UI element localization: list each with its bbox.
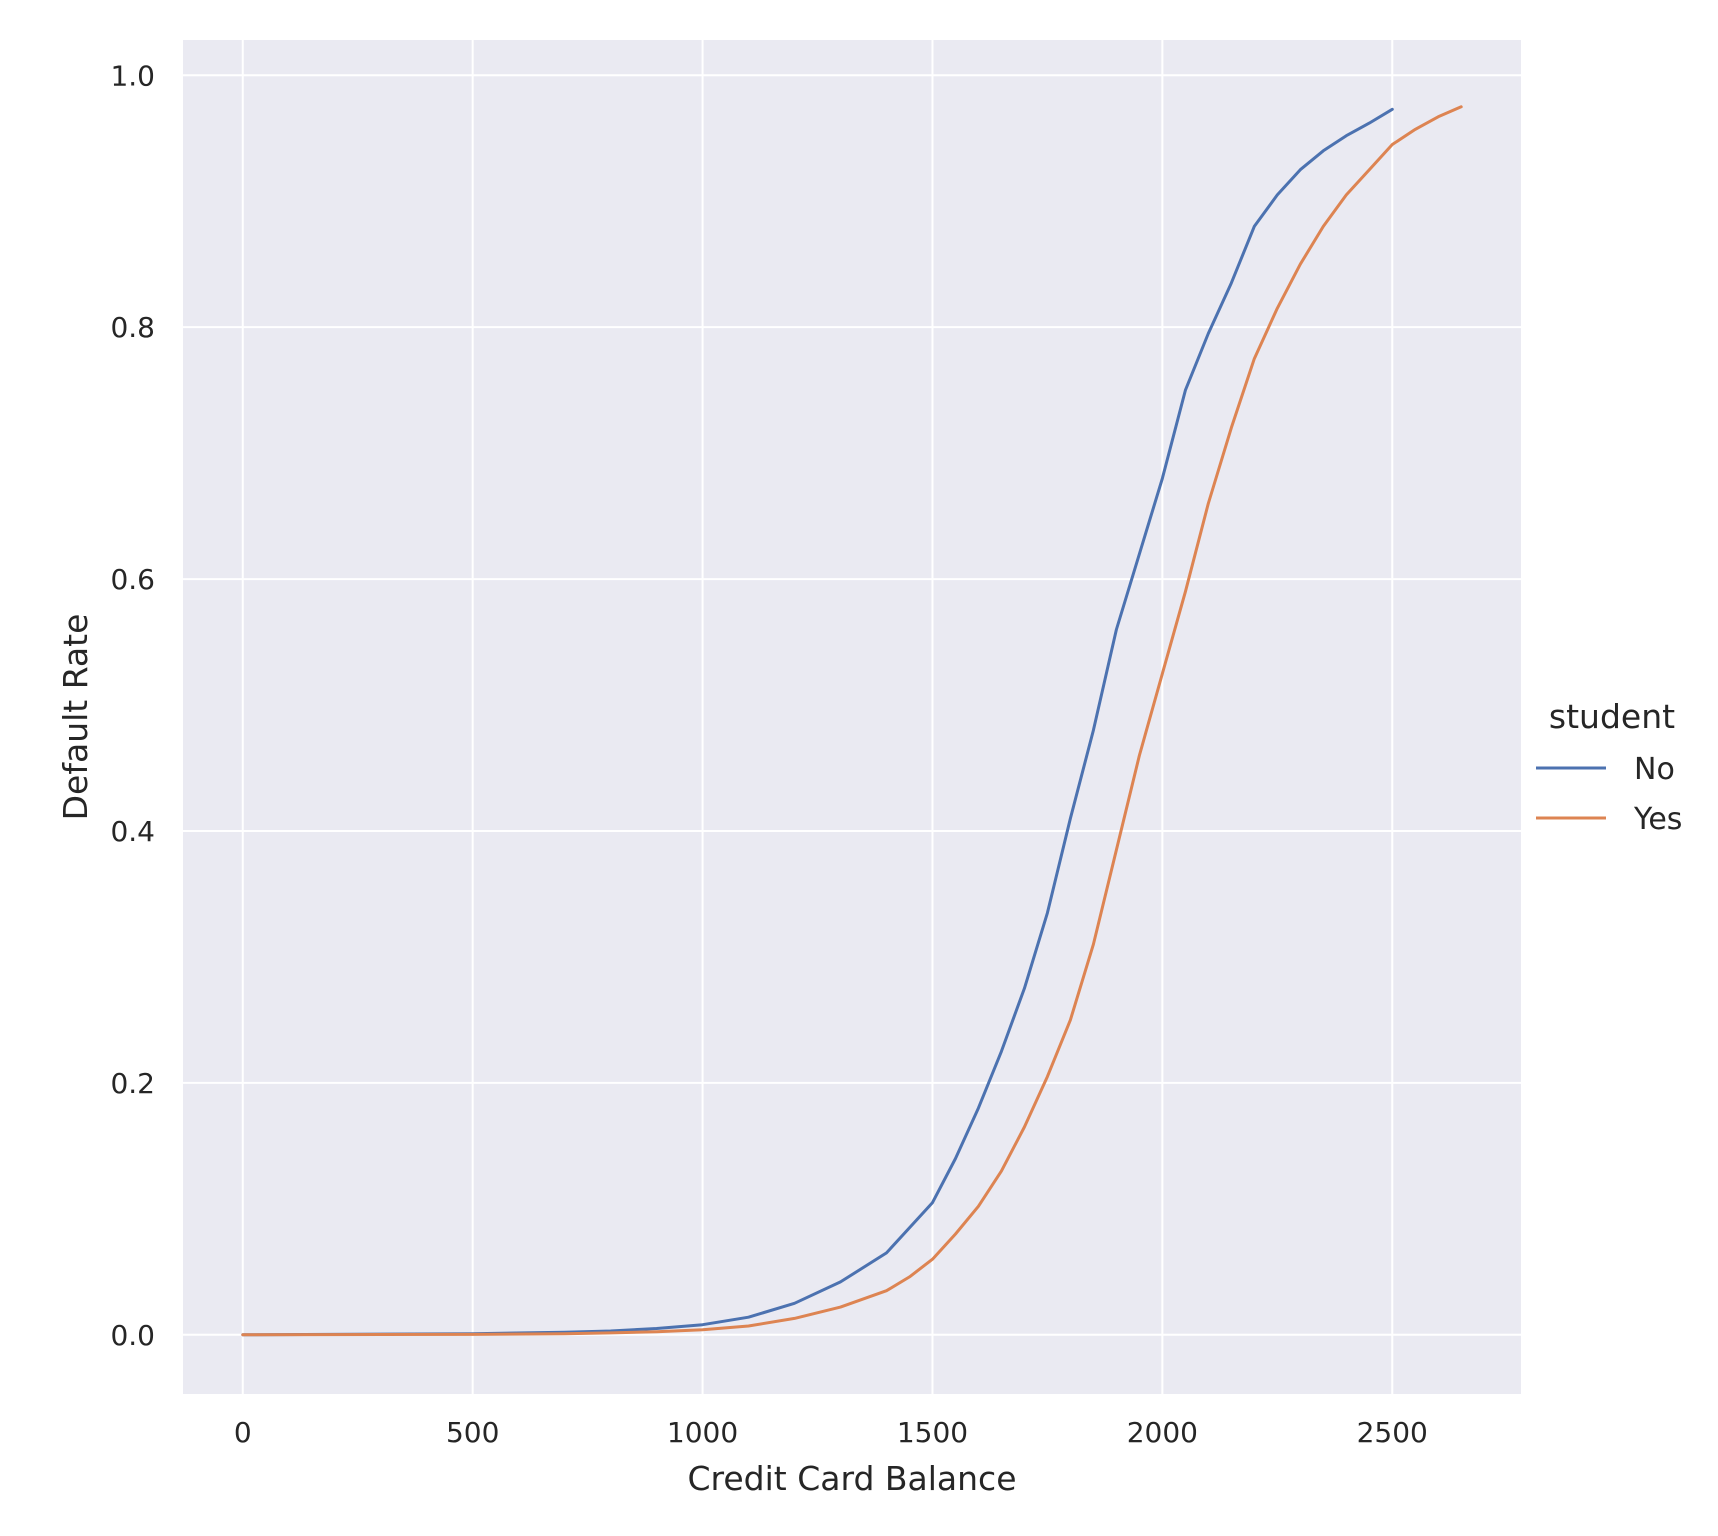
y-tick-label: 0.4 bbox=[110, 815, 155, 848]
series-line-no bbox=[241, 107, 1394, 1337]
plot-background bbox=[183, 40, 1521, 1394]
y-tick-label: 1.0 bbox=[110, 59, 155, 92]
y-tick-label: 0.8 bbox=[110, 311, 155, 344]
x-tick-labels: 0 500 1000 1500 2000 2500 bbox=[234, 1416, 1428, 1449]
y-axis-label: Default Rate bbox=[56, 614, 95, 821]
x-axis-label: Credit Card Balance bbox=[687, 1459, 1016, 1498]
x-tick-label: 2500 bbox=[1357, 1416, 1428, 1449]
x-tick-label: 1500 bbox=[897, 1416, 968, 1449]
legend-title: student bbox=[1549, 697, 1675, 736]
legend: student No Yes bbox=[1536, 697, 1682, 837]
legend-label-no: No bbox=[1634, 752, 1675, 787]
x-tick-label: 2000 bbox=[1127, 1416, 1198, 1449]
x-tick-label: 0 bbox=[234, 1416, 252, 1449]
grid-lines bbox=[183, 40, 1521, 1394]
y-tick-label: 0.2 bbox=[110, 1067, 155, 1100]
y-tick-labels: 0.0 0.2 0.4 0.6 0.8 1.0 bbox=[110, 59, 155, 1352]
y-tick-label: 0.6 bbox=[110, 563, 155, 596]
series-lines bbox=[241, 105, 1463, 1337]
x-tick-label: 500 bbox=[446, 1416, 499, 1449]
series-line-yes bbox=[241, 105, 1463, 1337]
legend-label-yes: Yes bbox=[1633, 802, 1682, 837]
x-tick-label: 1000 bbox=[667, 1416, 738, 1449]
y-tick-label: 0.0 bbox=[110, 1319, 155, 1352]
